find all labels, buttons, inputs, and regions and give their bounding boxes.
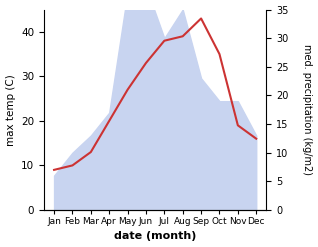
X-axis label: date (month): date (month)	[114, 231, 196, 242]
Y-axis label: med. precipitation (kg/m2): med. precipitation (kg/m2)	[302, 44, 313, 175]
Y-axis label: max temp (C): max temp (C)	[5, 74, 16, 146]
